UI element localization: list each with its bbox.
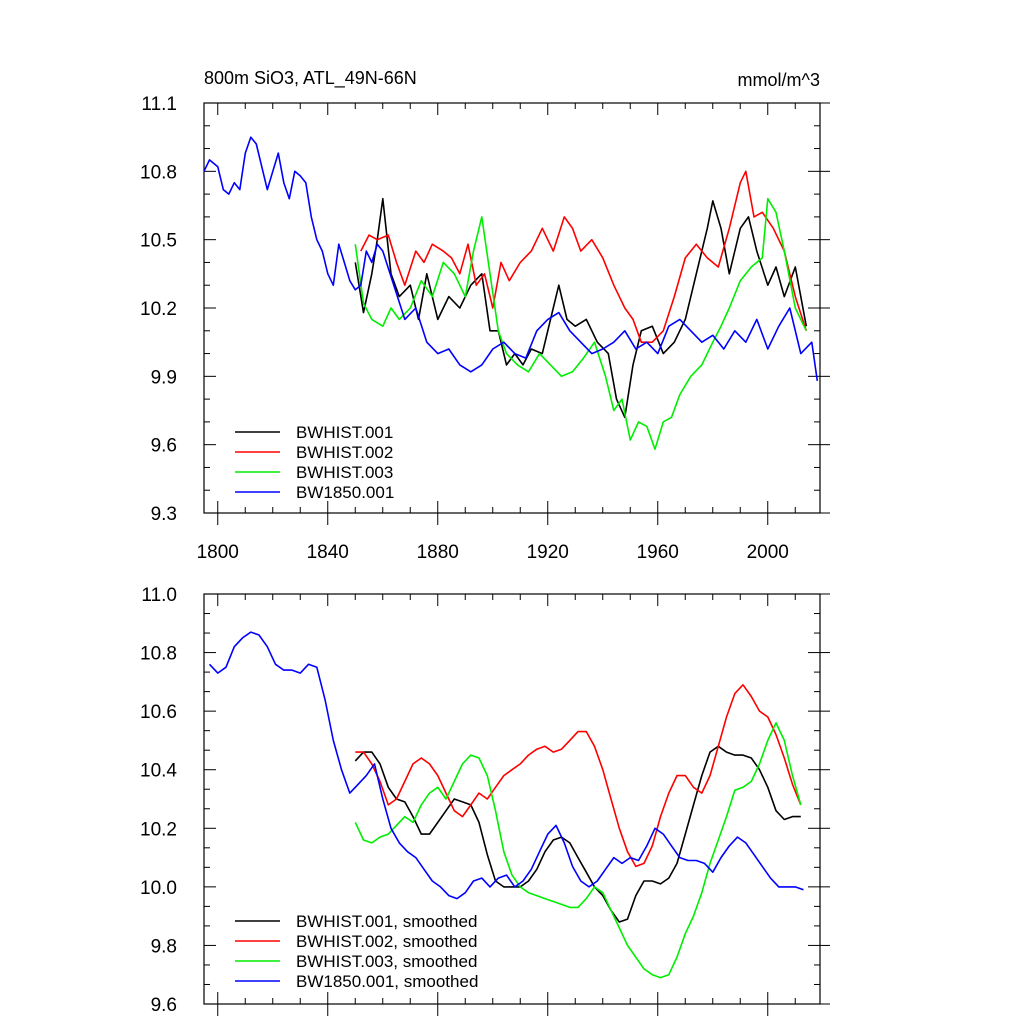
- chart-title: 800m SiO3, ATL_49N-66N: [204, 68, 417, 89]
- series-lines: [208, 631, 804, 979]
- legend-label: BWHIST.003: [296, 463, 393, 482]
- legend-label: BWHIST.002: [296, 443, 393, 462]
- y-tick-label: 10.4: [140, 761, 177, 782]
- bottom-panel: 9.6 9.8 10.0 10.2 10.4 10.6 10.8 11.0 BWHIST.00…: [140, 585, 830, 1016]
- series-lines: [203, 136, 819, 451]
- legend-label: BW1850.001, smoothed: [296, 972, 478, 991]
- y-tick-label: 9.8: [151, 936, 177, 957]
- series-line-2: [360, 170, 808, 344]
- y-tick-label: 10.0: [140, 878, 177, 899]
- series-line-3: [354, 722, 802, 979]
- y-tick-label: 10.2: [140, 819, 177, 840]
- y-axis: 9.3 9.6 9.9 10.2 10.5 10.8 11.1: [140, 94, 830, 525]
- y-tick-label: 10.8: [140, 162, 177, 183]
- plot-frame: [203, 593, 821, 1005]
- y-tick-label: 10.8: [140, 644, 177, 665]
- legend-label: BWHIST.003, smoothed: [296, 952, 477, 971]
- units-label: mmol/m^3: [738, 70, 820, 90]
- x-tick-label: 2000: [747, 542, 789, 563]
- y-tick-label: 10.6: [140, 702, 177, 723]
- x-tick-label: 1960: [637, 542, 679, 563]
- y-tick-label: 10.2: [140, 299, 177, 320]
- y-tick-label: 9.6: [151, 995, 177, 1016]
- series-line-4: [203, 136, 819, 382]
- series-line-2: [355, 683, 802, 868]
- series-line-1: [354, 745, 801, 923]
- y-axis: 9.6 9.8 10.0 10.2 10.4 10.6 10.8 11.0: [140, 585, 830, 1016]
- legend-label: BW1850.001: [296, 483, 394, 502]
- y-tick-label: 11.0: [141, 585, 177, 606]
- x-tick-label: 1800: [197, 542, 239, 563]
- series-line-1: [354, 197, 808, 419]
- y-tick-label: 9.6: [151, 436, 177, 457]
- legend-label: BWHIST.001: [296, 423, 393, 442]
- legend-label: BWHIST.002, smoothed: [296, 932, 477, 951]
- y-tick-label: 9.9: [151, 367, 177, 388]
- x-axis: 1800 1840 1880 1920 1960 2000: [197, 103, 796, 563]
- y-tick-label: 10.5: [140, 231, 177, 252]
- x-tick-label: 1880: [417, 542, 459, 563]
- series-line-4: [208, 631, 804, 900]
- y-tick-label: 9.3: [151, 504, 177, 525]
- x-tick-label: 1840: [307, 542, 349, 563]
- x-axis: [217, 594, 796, 1016]
- legend-label: BWHIST.001, smoothed: [296, 912, 477, 931]
- y-tick-label: 11.1: [141, 94, 177, 115]
- x-tick-label: 1920: [527, 542, 569, 563]
- top-panel: 800m SiO3, ATL_49N-66N mmol/m^3 1800 1840…: [140, 68, 830, 563]
